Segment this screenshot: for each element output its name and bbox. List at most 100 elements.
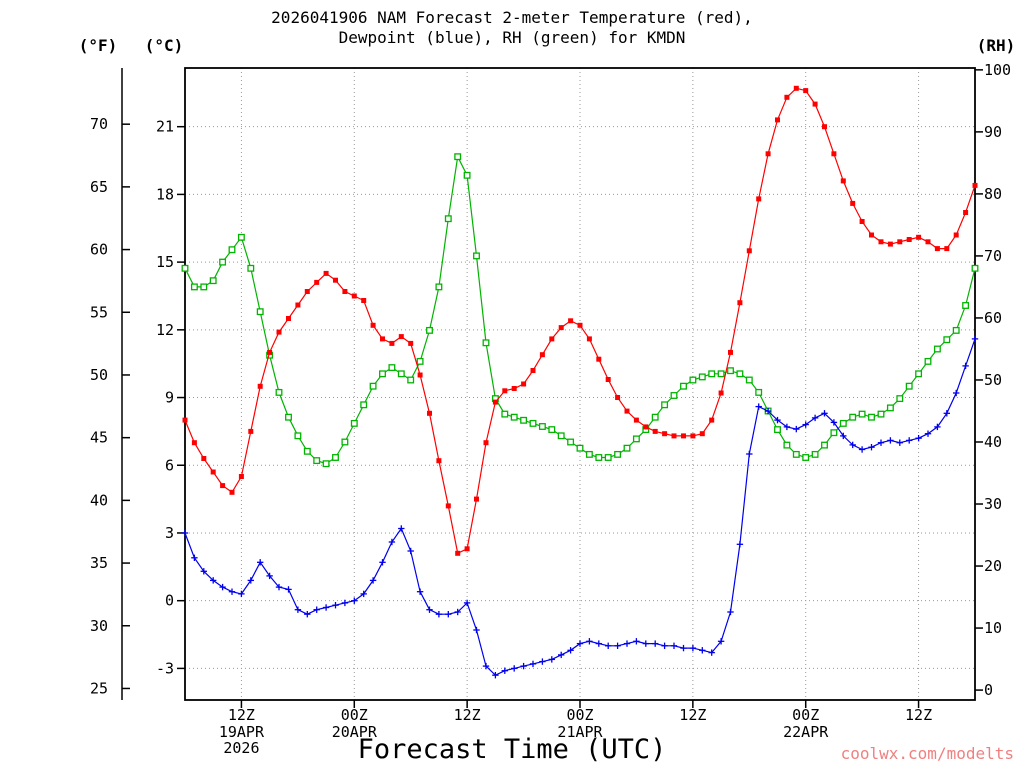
open-square-marker — [661, 401, 669, 409]
open-square-marker — [313, 457, 321, 465]
filled-square-marker — [361, 298, 367, 303]
rh-line — [184, 154, 976, 465]
rh-tick-label: 100 — [984, 61, 1011, 79]
date-label: 20APR — [332, 723, 378, 741]
rh-axis-header: (RH) — [976, 36, 1016, 55]
open-square-marker — [745, 376, 753, 384]
filled-square-marker — [257, 383, 263, 389]
open-square-marker — [821, 441, 828, 449]
open-square-marker — [397, 370, 405, 378]
open-square-marker — [190, 283, 198, 291]
open-square-marker — [416, 357, 424, 365]
filled-square-marker — [812, 101, 818, 107]
filled-square-marker — [831, 151, 837, 157]
filled-square-marker — [455, 550, 461, 556]
filled-square-marker — [737, 300, 743, 306]
date-label: 19APR — [219, 723, 265, 741]
fahrenheit-tick-label: 50 — [90, 366, 108, 384]
rh-tick-label: 70 — [984, 247, 1002, 265]
open-square-marker — [877, 410, 885, 418]
open-square-marker — [200, 283, 208, 291]
open-square-marker — [557, 432, 565, 440]
open-square-marker — [350, 419, 358, 427]
filled-square-marker — [869, 232, 874, 238]
filled-square-marker — [840, 178, 846, 184]
open-square-marker — [849, 413, 857, 421]
open-square-marker — [275, 388, 283, 396]
open-square-marker — [896, 395, 904, 403]
filled-square-marker — [295, 302, 301, 308]
filled-square-marker — [756, 196, 762, 202]
filled-square-marker — [803, 88, 809, 94]
open-square-marker — [632, 435, 640, 443]
rh-tick-label: 10 — [984, 619, 1002, 637]
open-square-marker — [698, 373, 706, 381]
filled-square-marker — [633, 417, 639, 423]
filled-square-marker — [699, 431, 705, 437]
watermark-link[interactable]: coolwx.com/modelts — [840, 744, 1014, 763]
open-square-marker — [332, 454, 339, 461]
filled-square-marker — [615, 395, 621, 400]
temperature-series — [182, 85, 978, 556]
celsius-tick-label: 12 — [156, 321, 174, 339]
open-square-marker — [774, 426, 781, 434]
fahrenheit-tick-label: 45 — [90, 429, 108, 447]
open-square-marker — [463, 171, 471, 179]
open-square-marker — [538, 423, 546, 430]
filled-square-marker — [248, 428, 254, 434]
filled-square-marker — [229, 489, 235, 495]
open-square-marker — [933, 345, 941, 353]
open-square-marker — [811, 450, 819, 458]
open-square-marker — [369, 382, 377, 390]
time-tick-label: 00Z — [341, 706, 368, 724]
open-square-marker — [435, 283, 443, 291]
filled-square-marker — [436, 458, 442, 464]
open-square-marker — [407, 376, 415, 384]
filled-square-marker — [389, 340, 395, 346]
time-tick-label: 12Z — [454, 706, 481, 724]
filled-square-marker — [718, 390, 724, 396]
open-square-marker — [614, 450, 622, 458]
rh-tick-label: 40 — [984, 433, 1002, 451]
time-tick-label: 12Z — [228, 706, 255, 724]
fahrenheit-tick-label: 35 — [90, 554, 108, 572]
filled-square-marker — [850, 200, 856, 206]
open-square-marker — [727, 367, 734, 375]
filled-square-marker — [201, 456, 207, 461]
filled-square-marker — [972, 182, 978, 188]
fahrenheit-tick-label: 60 — [90, 241, 108, 259]
open-square-marker — [501, 410, 509, 418]
open-square-marker — [228, 246, 236, 254]
open-square-marker — [839, 419, 847, 427]
rh-series — [181, 153, 979, 468]
rh-tick-label: 60 — [984, 309, 1002, 327]
filled-square-marker — [662, 431, 668, 437]
open-square-marker — [473, 252, 480, 260]
filled-square-marker — [681, 433, 686, 439]
filled-square-marker — [182, 417, 188, 423]
celsius-tick-label: 3 — [165, 524, 174, 542]
open-square-marker — [689, 376, 697, 384]
open-square-marker — [219, 258, 227, 266]
fahrenheit-tick-label: 40 — [90, 491, 108, 509]
filled-square-marker — [492, 399, 498, 405]
filled-square-marker — [568, 318, 574, 324]
filled-square-marker — [398, 334, 404, 340]
filled-square-marker — [916, 234, 922, 240]
celsius-axis: -3 0 3 6 9 12 15 18 21 — [156, 118, 185, 677]
rh-tick-label: 30 — [984, 495, 1002, 513]
open-square-marker — [792, 450, 800, 458]
open-square-marker — [717, 370, 725, 378]
fahrenheit-tick-label: 55 — [90, 303, 108, 321]
filled-square-marker — [878, 239, 884, 245]
fahrenheit-tick-label: 25 — [90, 679, 108, 697]
open-square-marker — [604, 454, 612, 461]
open-square-marker — [943, 336, 951, 344]
open-square-marker — [548, 426, 556, 434]
time-tick-label: 00Z — [792, 706, 819, 724]
open-square-marker — [444, 215, 452, 223]
filled-square-marker — [624, 408, 630, 414]
filled-square-marker — [897, 239, 903, 245]
open-square-marker — [736, 370, 744, 378]
